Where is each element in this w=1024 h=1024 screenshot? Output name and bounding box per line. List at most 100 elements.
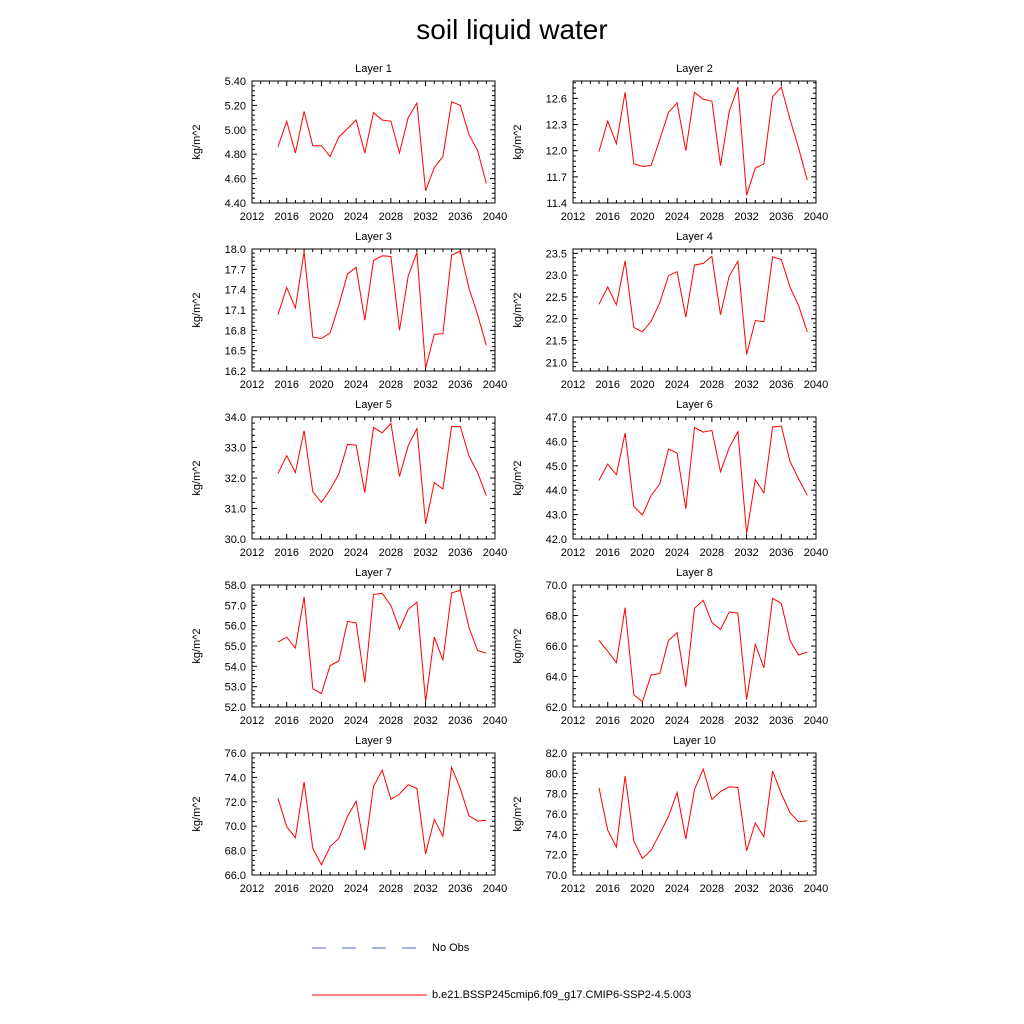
y-tick-label: 12.6 bbox=[546, 93, 567, 105]
y-tick-label: 34.0 bbox=[225, 412, 246, 424]
x-tick-label: 2032 bbox=[413, 715, 437, 727]
y-tick-label: 52.0 bbox=[225, 702, 246, 714]
plot-frame bbox=[572, 584, 817, 708]
x-tick-label: 2032 bbox=[734, 547, 758, 559]
y-tick-label: 22.0 bbox=[546, 314, 567, 326]
x-tick-label: 2024 bbox=[344, 883, 368, 895]
x-tick-label: 2020 bbox=[630, 547, 654, 559]
y-tick-label: 70.0 bbox=[546, 870, 567, 882]
plot-frame bbox=[251, 752, 496, 876]
x-tick-label: 2012 bbox=[561, 379, 585, 391]
y-axis-label: kg/m^2 bbox=[191, 796, 203, 831]
chart-panel-9: Layer 9 kg/m^2 2012 2016 2020 2024 2028 2032 203… bbox=[191, 735, 507, 895]
x-tick-label: 2020 bbox=[309, 211, 333, 223]
y-tick-label: 4.80 bbox=[225, 149, 246, 161]
y-tick-label: 74.0 bbox=[546, 829, 567, 841]
panel-title: Layer 6 bbox=[676, 399, 713, 411]
panel-title: Layer 5 bbox=[355, 399, 392, 411]
chart-panel-8: Layer 8 kg/m^2 2012 2016 2020 2024 2028 2032 203… bbox=[512, 567, 828, 727]
y-tick-label: 76.0 bbox=[225, 748, 246, 760]
x-tick-label: 2016 bbox=[595, 883, 619, 895]
panel-title: Layer 4 bbox=[676, 231, 713, 243]
y-tick-label: 23.5 bbox=[546, 248, 567, 260]
x-tick-label: 2024 bbox=[665, 211, 689, 223]
x-tick-label: 2032 bbox=[734, 379, 758, 391]
y-axis-label: kg/m^2 bbox=[512, 292, 524, 327]
x-tick-label: 2024 bbox=[665, 883, 689, 895]
x-tick-label: 2016 bbox=[595, 715, 619, 727]
x-tick-label: 2040 bbox=[804, 883, 828, 895]
y-tick-label: 17.4 bbox=[225, 285, 246, 297]
y-tick-label: 16.2 bbox=[225, 366, 246, 378]
legend-label-model-run: b.e21.BSSP245cmip6.f09_g17.CMIP6-SSP2-4.… bbox=[432, 989, 692, 1001]
legend-swatch-no-obs bbox=[312, 947, 422, 949]
x-tick-label: 2012 bbox=[240, 379, 264, 391]
y-tick-label: 74.0 bbox=[225, 772, 246, 784]
x-tick-label: 2040 bbox=[804, 715, 828, 727]
y-tick-label: 12.3 bbox=[546, 120, 567, 132]
x-tick-label: 2024 bbox=[665, 379, 689, 391]
x-tick-label: 2028 bbox=[700, 547, 724, 559]
y-tick-label: 68.0 bbox=[546, 611, 567, 623]
x-tick-label: 2012 bbox=[240, 883, 264, 895]
chart-panel-4: Layer 4 kg/m^2 2012 2016 2020 2024 2028 2032 203… bbox=[512, 231, 828, 391]
y-tick-label: 80.0 bbox=[546, 768, 567, 780]
y-tick-label: 46.0 bbox=[546, 436, 567, 448]
x-tick-label: 2024 bbox=[344, 379, 368, 391]
y-tick-label: 23.0 bbox=[546, 270, 567, 282]
x-tick-label: 2028 bbox=[700, 379, 724, 391]
x-tick-label: 2040 bbox=[804, 211, 828, 223]
chart-panel-3: Layer 3 kg/m^2 2012 2016 2020 2024 2028 2032 203… bbox=[191, 231, 507, 391]
y-tick-label: 66.0 bbox=[546, 641, 567, 653]
plot-frame bbox=[572, 80, 817, 204]
y-tick-label: 56.0 bbox=[225, 621, 246, 633]
y-tick-label: 70.0 bbox=[546, 580, 567, 592]
panel-title: Layer 7 bbox=[355, 567, 392, 579]
plot-frame bbox=[251, 248, 496, 372]
x-tick-label: 2040 bbox=[483, 211, 507, 223]
x-tick-label: 2012 bbox=[240, 547, 264, 559]
chart-panel-2: Layer 2 kg/m^2 2012 2016 2020 2024 2028 2032 203… bbox=[512, 63, 828, 223]
y-tick-label: 47.0 bbox=[546, 412, 567, 424]
y-axis-label: kg/m^2 bbox=[512, 460, 524, 495]
series-line bbox=[598, 597, 808, 703]
panel-title: Layer 9 bbox=[355, 735, 392, 747]
y-tick-label: 5.40 bbox=[225, 76, 246, 88]
x-tick-label: 2016 bbox=[595, 211, 619, 223]
chart-panel-1: Layer 1 kg/m^2 2012 2016 2020 2024 2028 2032 203… bbox=[191, 63, 507, 223]
x-tick-label: 2032 bbox=[413, 211, 437, 223]
x-tick-label: 2028 bbox=[379, 547, 403, 559]
x-tick-label: 2028 bbox=[379, 211, 403, 223]
plot-frame bbox=[251, 584, 496, 708]
y-tick-label: 5.00 bbox=[225, 125, 246, 137]
y-tick-label: 30.0 bbox=[225, 534, 246, 546]
y-tick-label: 55.0 bbox=[225, 641, 246, 653]
x-tick-label: 2040 bbox=[483, 379, 507, 391]
y-tick-label: 18.0 bbox=[225, 244, 246, 256]
y-tick-label: 21.0 bbox=[546, 357, 567, 369]
y-tick-label: 21.5 bbox=[546, 336, 567, 348]
x-tick-label: 2016 bbox=[595, 379, 619, 391]
y-tick-label: 78.0 bbox=[546, 789, 567, 801]
x-tick-label: 2036 bbox=[448, 211, 472, 223]
x-tick-label: 2024 bbox=[665, 715, 689, 727]
y-tick-label: 82.0 bbox=[546, 748, 567, 760]
y-tick-label: 44.0 bbox=[546, 485, 567, 497]
x-tick-label: 2016 bbox=[595, 547, 619, 559]
series-line bbox=[598, 86, 808, 196]
y-axis-label: kg/m^2 bbox=[191, 460, 203, 495]
y-axis-label: kg/m^2 bbox=[512, 796, 524, 831]
y-tick-label: 76.0 bbox=[546, 809, 567, 821]
y-axis-label: kg/m^2 bbox=[191, 628, 203, 663]
legend-label-no-obs: No Obs bbox=[432, 942, 470, 954]
x-tick-label: 2036 bbox=[448, 547, 472, 559]
x-tick-label: 2036 bbox=[448, 883, 472, 895]
x-tick-label: 2012 bbox=[561, 211, 585, 223]
x-tick-label: 2032 bbox=[413, 883, 437, 895]
y-tick-label: 17.7 bbox=[225, 264, 246, 276]
series-line bbox=[598, 425, 808, 534]
x-tick-label: 2012 bbox=[561, 547, 585, 559]
x-tick-label: 2012 bbox=[240, 211, 264, 223]
x-tick-label: 2028 bbox=[379, 883, 403, 895]
x-tick-label: 2016 bbox=[274, 211, 298, 223]
